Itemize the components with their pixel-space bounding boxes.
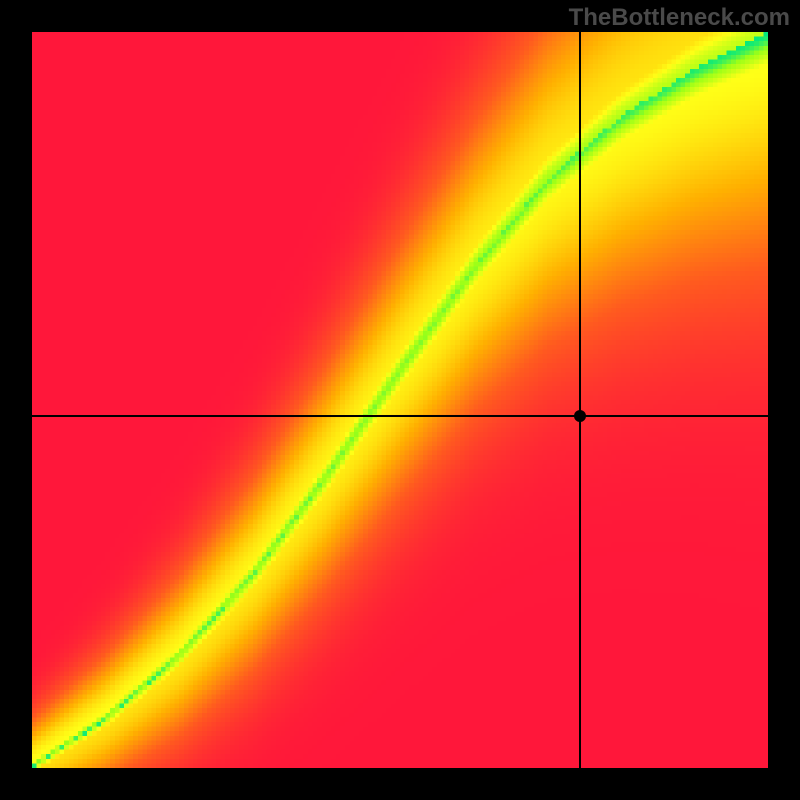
crosshair-vertical — [579, 32, 581, 768]
attribution-text: TheBottleneck.com — [569, 4, 790, 32]
crosshair-marker — [574, 410, 586, 422]
crosshair-horizontal — [32, 415, 768, 417]
heatmap-canvas — [32, 32, 768, 768]
heatmap-plot — [32, 32, 768, 768]
